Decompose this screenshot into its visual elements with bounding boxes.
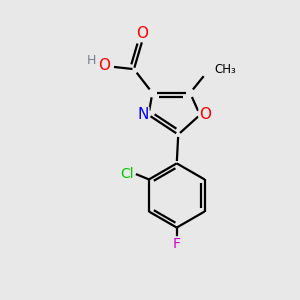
Text: O: O — [136, 26, 148, 41]
Text: CH₃: CH₃ — [214, 63, 236, 76]
Text: H: H — [87, 54, 96, 67]
Text: O: O — [98, 58, 110, 73]
Text: N: N — [137, 107, 149, 122]
Text: F: F — [173, 237, 181, 251]
Text: Cl: Cl — [121, 167, 134, 181]
Text: O: O — [199, 107, 211, 122]
